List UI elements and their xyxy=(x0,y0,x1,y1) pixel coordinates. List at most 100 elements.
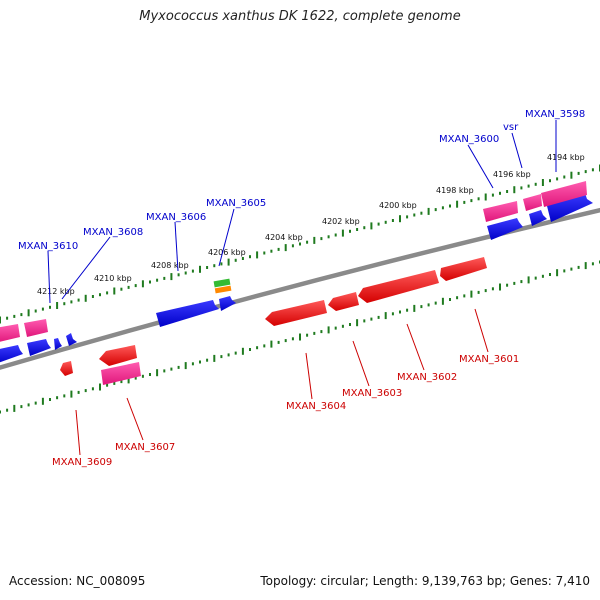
major-tick xyxy=(156,369,159,377)
minor-tick xyxy=(406,308,409,312)
major-tick xyxy=(213,354,216,362)
minor-tick xyxy=(284,339,287,343)
minor-tick xyxy=(391,219,394,222)
gene-label: MXAN_3602 xyxy=(397,372,457,383)
minor-tick xyxy=(334,233,337,237)
minor-tick xyxy=(241,257,244,260)
minor-tick xyxy=(377,222,380,226)
kbp-label: 4200 kbp xyxy=(379,201,417,210)
minor-tick xyxy=(291,244,294,248)
major-tick xyxy=(227,258,230,266)
major-tick xyxy=(0,316,1,324)
minor-tick xyxy=(91,295,94,298)
minor-tick xyxy=(327,235,330,239)
minor-tick xyxy=(513,281,516,285)
gene-arrow-MXAN_3609[interactable] xyxy=(60,361,73,376)
gene-arrow-MXAN_3600[interactable] xyxy=(487,218,523,240)
minor-tick xyxy=(77,298,80,302)
minor-tick xyxy=(149,373,151,376)
major-tick xyxy=(270,340,273,348)
minor-tick xyxy=(506,283,509,287)
major-tick xyxy=(199,265,201,273)
minor-tick xyxy=(213,264,216,268)
minor-tick xyxy=(577,265,580,269)
gene-arrow-MXAN_3606[interactable] xyxy=(156,300,219,327)
major-tick xyxy=(241,347,244,355)
kbp-label: 4202 kbp xyxy=(322,217,360,226)
minor-tick xyxy=(6,408,9,412)
minor-tick xyxy=(249,255,251,259)
major-tick xyxy=(413,304,416,312)
gene-label: vsr xyxy=(503,122,519,133)
minor-tick xyxy=(584,170,587,174)
minor-tick xyxy=(541,274,544,278)
minor-tick xyxy=(206,358,209,362)
gene-arrow-left[interactable] xyxy=(0,345,23,364)
gene-arrow-MXAN_3602[interactable] xyxy=(358,270,439,303)
gene-arrow-MXAN_3603[interactable] xyxy=(328,292,359,311)
cds-block[interactable] xyxy=(24,319,48,337)
major-tick xyxy=(127,376,130,384)
minor-tick xyxy=(99,293,101,297)
minor-tick xyxy=(363,319,366,323)
minor-tick xyxy=(20,405,23,409)
minor-tick xyxy=(570,267,573,271)
gene-arrow-MXAN_3608[interactable] xyxy=(66,333,77,346)
kbp-labels: 4194 kbp 4196 kbp 4198 kbp 4200 kbp 4202… xyxy=(37,153,585,296)
major-tick xyxy=(141,280,144,288)
cds-block[interactable] xyxy=(101,362,141,385)
gene-arrow-MXAN_3610[interactable] xyxy=(27,339,51,356)
kbp-label: 4198 kbp xyxy=(436,186,474,195)
gene-arrow-MXAN_3604[interactable] xyxy=(265,300,327,326)
major-tick xyxy=(56,302,59,309)
minor-tick xyxy=(591,262,594,266)
rna-block-orange[interactable] xyxy=(214,285,232,294)
minor-tick xyxy=(384,220,387,224)
minor-tick xyxy=(199,360,201,364)
cds-block[interactable] xyxy=(0,324,20,343)
minor-tick xyxy=(491,193,494,197)
gene-label: MXAN_3605 xyxy=(206,198,266,209)
minor-tick xyxy=(434,301,437,305)
minor-tick xyxy=(6,316,9,320)
major-tick xyxy=(41,397,44,405)
gene-label: MXAN_3604 xyxy=(286,401,346,412)
kbp-label: 4206 kbp xyxy=(208,248,246,257)
minor-tick xyxy=(113,381,116,385)
major-tick xyxy=(313,236,316,244)
major-tick xyxy=(299,333,301,341)
rna-block-green[interactable] xyxy=(213,278,231,288)
gene-arrow-vsr[interactable] xyxy=(529,210,547,226)
minor-tick xyxy=(356,228,359,231)
gene-arrow-MXAN_3607[interactable] xyxy=(99,345,137,366)
minor-tick xyxy=(106,291,109,295)
minor-tick xyxy=(563,175,566,179)
minor-tick xyxy=(220,355,223,359)
genome-backbone xyxy=(0,207,600,370)
minor-tick xyxy=(134,376,137,380)
gene-arrow-MXAN_3601[interactable] xyxy=(440,257,487,281)
major-tick xyxy=(370,222,373,230)
gene-arrow-MXAN_3598[interactable] xyxy=(547,193,593,222)
gene-arrow-MXAN_3605[interactable] xyxy=(219,296,236,311)
cds-block[interactable] xyxy=(483,201,518,222)
major-tick xyxy=(556,269,559,277)
minor-tick xyxy=(277,340,280,344)
accession-text: Accession: NC_008095 xyxy=(9,574,146,588)
minor-tick xyxy=(320,237,323,241)
minor-tick xyxy=(84,389,87,393)
minor-tick xyxy=(106,383,109,387)
minor-tick xyxy=(34,309,37,313)
major-tick xyxy=(99,383,101,391)
minor-tick xyxy=(391,312,394,316)
gene-arrow-MXAN_3608b[interactable] xyxy=(54,338,62,350)
minor-tick xyxy=(341,324,344,328)
minor-tick xyxy=(0,410,1,414)
cds-block[interactable] xyxy=(523,194,542,211)
minor-tick xyxy=(563,269,566,273)
minor-tick xyxy=(577,171,580,175)
reverse-gene-labels: MXAN_3601 MXAN_3602 MXAN_3603 MXAN_3604 … xyxy=(52,354,519,468)
cds-block[interactable] xyxy=(541,181,587,207)
minor-tick xyxy=(156,278,159,282)
